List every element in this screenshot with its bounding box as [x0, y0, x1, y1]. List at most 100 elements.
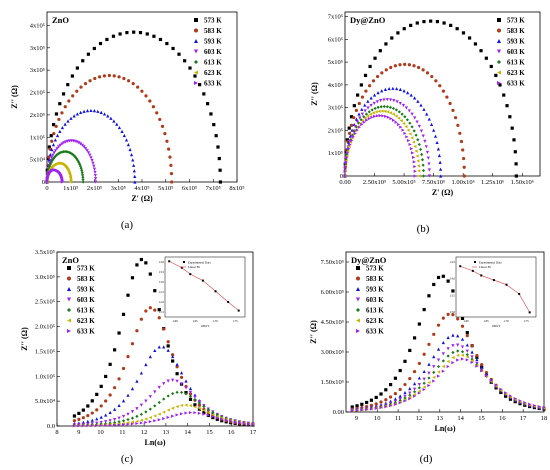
data-point	[389, 382, 393, 387]
data-point	[413, 169, 417, 173]
legend-label: 583 K	[204, 27, 222, 35]
data-point	[359, 83, 363, 87]
inset-y-tick-label: 14.0	[450, 277, 456, 281]
data-point	[451, 108, 455, 112]
data-point	[393, 397, 397, 401]
data-point	[52, 132, 56, 136]
data-point	[421, 174, 426, 178]
legend-label: 633 K	[204, 80, 222, 88]
panel-title: Dy@ZnO	[351, 255, 387, 265]
legend-marker	[194, 39, 198, 43]
data-point	[418, 147, 423, 152]
data-point	[369, 403, 374, 407]
data-point	[459, 139, 464, 144]
data-point	[386, 115, 390, 119]
data-point	[246, 422, 251, 426]
data-point	[117, 125, 122, 130]
legend-marker	[497, 28, 501, 33]
data-point	[380, 89, 384, 93]
data-point	[363, 116, 367, 120]
series-623-K	[350, 353, 546, 413]
data-point	[90, 399, 94, 403]
inset-legend-label: Experimental Data	[188, 261, 211, 265]
data-point	[81, 408, 85, 412]
data-point	[479, 49, 483, 53]
data-point	[384, 114, 388, 118]
data-point	[470, 357, 474, 361]
data-point	[115, 122, 119, 126]
data-point	[354, 108, 358, 112]
data-point	[395, 86, 399, 91]
data-point	[121, 421, 126, 425]
data-point	[412, 160, 416, 164]
inset-x-tick-label: 1.60	[172, 319, 178, 323]
legend-label: 583 K	[77, 275, 95, 283]
y-tick-label: 2x10⁵	[328, 127, 343, 134]
data-point	[436, 358, 441, 362]
data-point	[456, 343, 460, 347]
data-point	[80, 170, 84, 175]
legend-marker	[497, 18, 501, 22]
data-point	[408, 397, 412, 401]
data-point	[355, 120, 359, 124]
data-point	[436, 370, 441, 374]
data-point	[188, 390, 193, 395]
data-point	[382, 98, 386, 102]
data-point	[432, 370, 436, 375]
data-point	[441, 352, 445, 356]
y-tick-label: 5x10⁵	[328, 59, 343, 66]
data-point	[436, 147, 440, 151]
data-point	[175, 379, 179, 383]
data-point	[419, 103, 423, 107]
legend-label: 623 K	[366, 317, 384, 325]
data-point	[184, 386, 188, 390]
data-point	[63, 105, 67, 109]
data-point	[421, 168, 426, 173]
legend-label: 623 K	[204, 69, 222, 77]
y-tick-label: 5.0x10⁴	[35, 398, 56, 405]
data-point	[117, 377, 121, 381]
data-point	[130, 420, 135, 424]
legend-marker	[67, 276, 71, 281]
data-point	[456, 358, 460, 362]
data-point	[441, 364, 445, 369]
data-point	[175, 365, 179, 369]
data-point	[166, 379, 170, 383]
data-point	[144, 399, 148, 403]
data-point	[108, 362, 112, 366]
data-point	[427, 376, 431, 380]
data-point	[360, 408, 364, 412]
data-point	[155, 111, 159, 115]
data-point	[403, 382, 407, 387]
data-point	[377, 109, 381, 113]
inset-y-tick-label: 12.5	[159, 290, 165, 294]
data-point	[166, 340, 170, 344]
data-point	[383, 109, 387, 113]
data-point	[460, 345, 465, 349]
data-point	[152, 34, 156, 38]
inset-legend-label: Linear Fit	[479, 265, 491, 269]
data-point	[413, 164, 417, 169]
data-point	[139, 418, 143, 422]
data-point	[427, 162, 431, 166]
data-point	[71, 94, 75, 98]
data-point	[432, 355, 436, 359]
data-point	[117, 416, 121, 420]
panel-a: 0 1x10⁵ 2x10⁵ 3x10⁵ 4x10⁵ 5x10⁵ 6x10⁵ 7x10⁵ 8x10…	[10, 11, 245, 231]
legend-marker	[356, 266, 360, 270]
data-point	[405, 118, 409, 122]
data-point	[55, 147, 59, 151]
data-point	[153, 404, 157, 408]
legend-label: 613 K	[507, 59, 525, 67]
x-tick-label: 9	[77, 429, 80, 436]
data-point	[398, 401, 402, 405]
data-point	[374, 402, 378, 406]
y-tick-label: 1.0x10⁵	[35, 373, 55, 380]
data-point	[216, 145, 220, 149]
data-point	[422, 385, 426, 389]
panel-title: ZnO	[52, 15, 69, 25]
legend-label: 573 K	[366, 265, 384, 273]
data-point	[171, 391, 175, 396]
data-point	[369, 103, 373, 108]
x-tick-label: 1x10⁵	[63, 185, 78, 192]
